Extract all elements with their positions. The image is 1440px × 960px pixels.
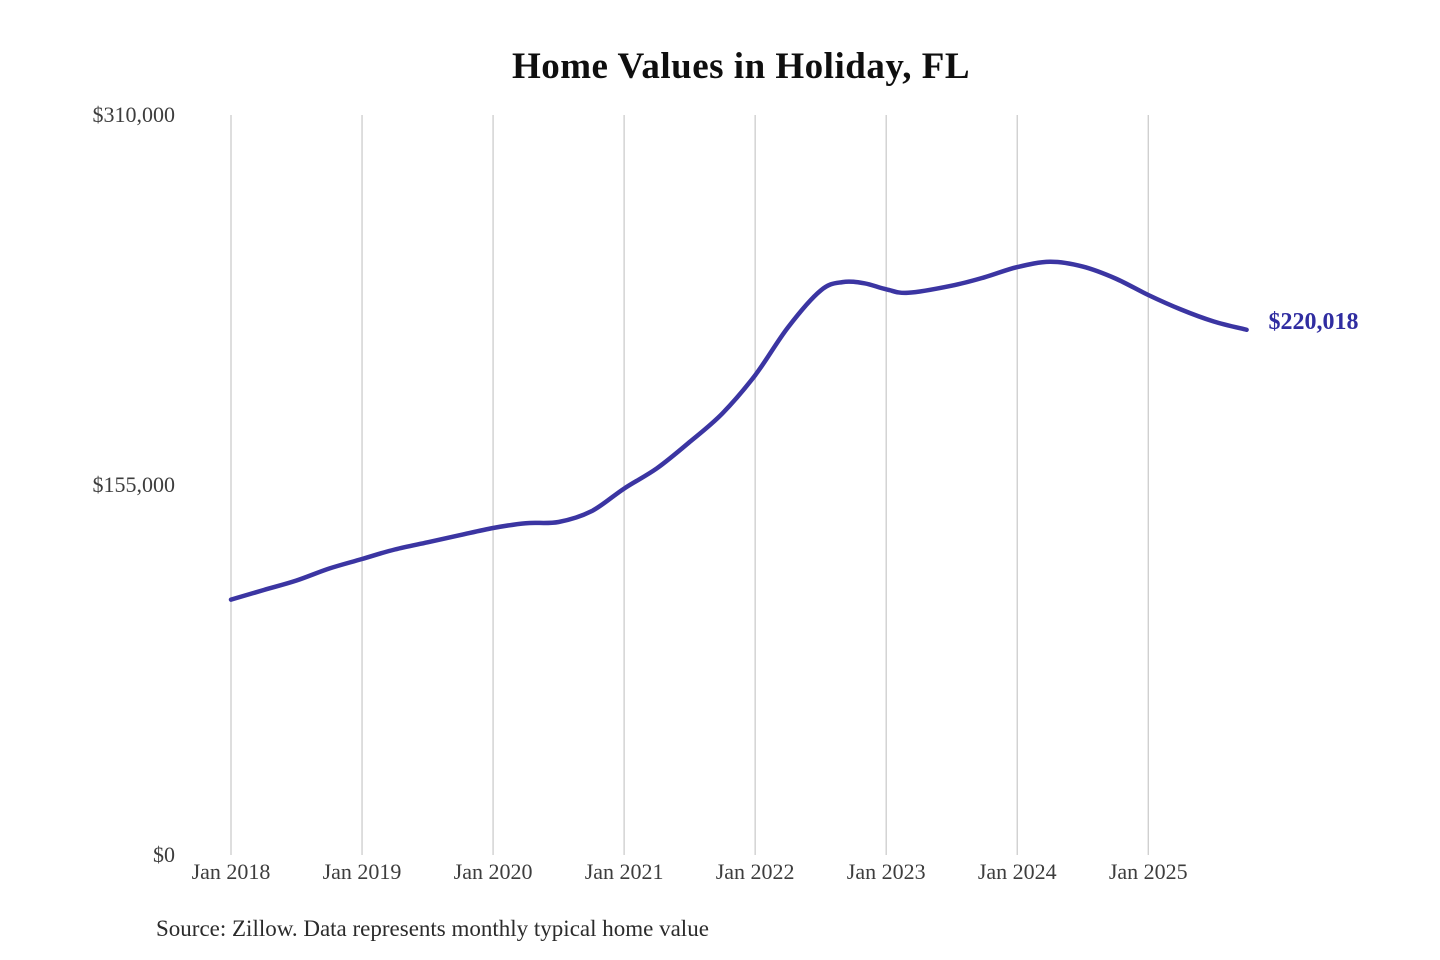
chart-title: Home Values in Holiday, FL xyxy=(511,46,971,87)
x-tick-label: Jan 2020 xyxy=(453,859,533,884)
x-tick-label: Jan 2025 xyxy=(1108,859,1188,884)
x-tick-label: Jan 2018 xyxy=(191,859,271,884)
y-tick-label: $310,000 xyxy=(92,102,176,127)
x-tick-label: Jan 2024 xyxy=(977,859,1057,884)
series-line xyxy=(228,259,1249,602)
x-tick-label: Jan 2022 xyxy=(715,859,795,884)
vertical-gridlines xyxy=(230,115,1149,855)
y-tick-label: $155,000 xyxy=(92,472,176,497)
x-tick-label: Jan 2019 xyxy=(322,859,402,884)
x-tick-label: Jan 2021 xyxy=(584,859,664,884)
series-end-value-label: $220,018 xyxy=(1268,308,1359,335)
y-tick-label: $0 xyxy=(153,842,175,867)
source-note: Source: Zillow. Data represents monthly … xyxy=(156,916,709,941)
x-tick-label: Jan 2023 xyxy=(846,859,926,884)
